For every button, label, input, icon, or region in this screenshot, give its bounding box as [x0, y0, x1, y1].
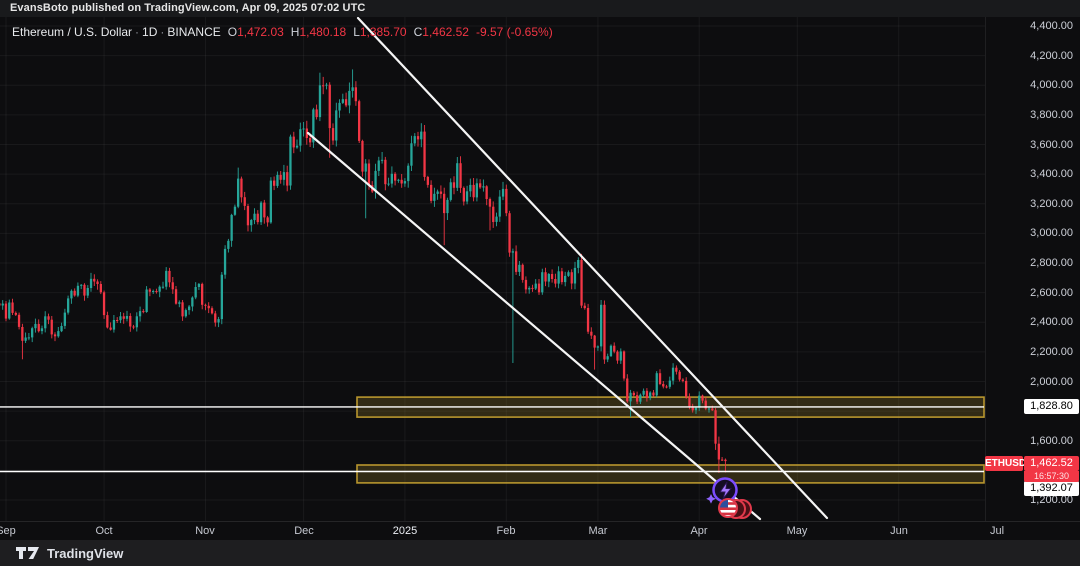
candlestick-chart[interactable]	[0, 0, 985, 521]
tradingview-logo-icon[interactable]	[16, 545, 40, 561]
price-tick-label: 3,400.00	[1030, 168, 1073, 180]
candles	[0, 69, 727, 473]
ohlc-values: O1,472.03 H1,480.18 L1,385.70 C1,462.52	[221, 25, 469, 39]
price-tick-label: 2,400.00	[1030, 316, 1073, 328]
ohlc-value: 1,472.03	[237, 25, 284, 39]
usa-flag-sticker-stack[interactable]	[718, 498, 752, 519]
time-tick-label: Oct	[95, 525, 113, 537]
time-tick-label: Apr	[690, 525, 708, 537]
change-value: -9.57 (-0.65%)	[475, 25, 553, 39]
price-tick-label: 4,200.00	[1030, 50, 1073, 62]
symbol-legend[interactable]: Ethereum / U.S. Dollar · 1D · BINANCE O1,472.…	[12, 25, 553, 39]
price-tick-label: 1,200.00	[1030, 494, 1073, 506]
chart-pane[interactable]	[0, 0, 985, 521]
price-tick-label: 1,600.00	[1030, 435, 1073, 447]
price-tick-label: 4,000.00	[1030, 79, 1073, 91]
time-tick-label: Jul	[989, 525, 1005, 537]
line-price-label[interactable]: 1,828.80	[1024, 399, 1079, 414]
footer-bar: TradingView	[0, 540, 1080, 566]
price-tick-label: 3,200.00	[1030, 198, 1073, 210]
bar-countdown: 16:57:30	[1024, 471, 1079, 482]
symbol-price-tag[interactable]: ETHUSD	[985, 456, 1027, 471]
price-tick-label: 4,400.00	[1030, 20, 1073, 32]
footer-brand-text[interactable]: TradingView	[47, 545, 124, 561]
last-price-label[interactable]: 1,462.52	[1024, 456, 1079, 471]
price-tick-label: 3,000.00	[1030, 227, 1073, 239]
channel-upper-trendline[interactable]	[356, 16, 829, 520]
exchange-label: BINANCE	[167, 25, 221, 39]
symbol-title: Ethereum / U.S. Dollar	[12, 25, 133, 39]
price-tick-label: 3,800.00	[1030, 109, 1073, 121]
time-tick-label: Mar	[588, 525, 608, 537]
publish-attribution-text: EvansBoto published on TradingView.com, …	[10, 2, 366, 14]
ohlc-key: H	[290, 25, 300, 39]
timeframe-label: 1D	[142, 25, 158, 39]
price-tick-label: 2,800.00	[1030, 257, 1073, 269]
publish-bar: EvansBoto published on TradingView.com, …	[0, 0, 1080, 17]
time-tick-label: Jun	[890, 525, 908, 537]
price-tick-label: 2,600.00	[1030, 287, 1073, 299]
ohlc-key: O	[227, 25, 238, 39]
time-tick-label: Nov	[195, 525, 215, 537]
channel-lower-trendline[interactable]	[306, 131, 762, 521]
price-tick-label: 2,000.00	[1030, 376, 1073, 388]
sticker-overlay	[706, 477, 752, 519]
time-tick-label: Dec	[294, 525, 314, 537]
time-tick-label: 2025	[392, 525, 418, 537]
legend-separator-1: ·	[135, 25, 140, 39]
ohlc-value: 1,462.52	[422, 25, 469, 39]
ohlc-value: 1,480.18	[299, 25, 347, 39]
price-tick-label: 3,600.00	[1030, 139, 1073, 151]
ohlc-key: C	[413, 25, 423, 39]
time-tick-label: Feb	[496, 525, 516, 537]
price-axis[interactable]: 4,400.00 4,200.00 4,000.00 3,800.00 3,600.00…	[985, 0, 1080, 540]
time-axis[interactable]: Sep Oct Nov Dec 2025 Feb Mar Apr May Jun Jul	[0, 521, 1080, 541]
legend-separator-2: ·	[160, 25, 165, 39]
ohlc-value: 1,385.70	[359, 25, 407, 39]
ohlc-key: L	[353, 25, 360, 39]
price-tick-label: 2,200.00	[1030, 346, 1073, 358]
demand-zone-box[interactable]	[356, 464, 985, 484]
time-tick-label: May	[786, 525, 808, 537]
line-price-label[interactable]: 1,392.07	[1024, 481, 1079, 496]
time-tick-label: Sep	[0, 525, 16, 537]
